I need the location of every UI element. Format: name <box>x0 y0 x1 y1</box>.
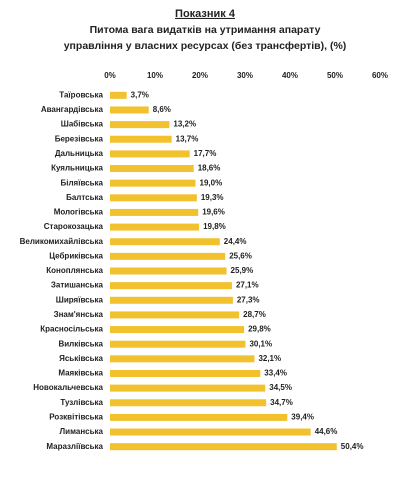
value-label: 8,6% <box>153 105 171 114</box>
value-label: 17,7% <box>194 149 217 158</box>
bar <box>110 413 288 421</box>
bar <box>110 121 170 129</box>
bar <box>110 326 245 334</box>
x-tick-label: 50% <box>327 71 343 80</box>
bar <box>110 179 196 187</box>
bar <box>110 91 127 99</box>
y-tick-label: Красносільська <box>40 325 103 334</box>
bar <box>110 428 311 436</box>
value-label: 33,4% <box>264 369 287 378</box>
bar <box>110 223 200 231</box>
x-tick-label: 20% <box>192 71 208 80</box>
value-label: 19,0% <box>200 178 223 187</box>
y-tick-label: Великомихайлівська <box>20 237 104 246</box>
bar <box>110 384 266 392</box>
chart-title: Показник 4 <box>175 8 236 20</box>
x-tick-label: 60% <box>372 71 388 80</box>
value-label: 19,8% <box>203 222 226 231</box>
bar <box>110 165 194 173</box>
bar <box>110 208 199 216</box>
value-label: 34,7% <box>270 398 293 407</box>
y-tick-label: Балтська <box>66 193 103 202</box>
y-tick-label: Ширяївська <box>56 295 104 304</box>
y-tick-label: Шабівська <box>61 120 104 129</box>
bar <box>110 340 246 348</box>
y-tick-label: Знам'янська <box>54 310 104 319</box>
y-tick-label: Березівська <box>55 134 104 143</box>
y-tick-label: Авангардівська <box>41 105 104 114</box>
value-label: 28,7% <box>243 310 266 319</box>
y-tick-label: Маяківська <box>58 369 103 378</box>
value-label: 44,6% <box>315 427 338 436</box>
y-tick-label: Розквітівська <box>49 413 103 422</box>
y-tick-label: Яськівська <box>59 354 103 363</box>
bar <box>110 106 149 114</box>
x-tick-label: 10% <box>147 71 163 80</box>
value-label: 50,4% <box>341 442 364 451</box>
bar <box>110 252 226 260</box>
value-label: 19,6% <box>202 208 225 217</box>
y-tick-label: Цебриківська <box>49 251 103 260</box>
bar <box>110 194 197 202</box>
bar <box>110 135 172 143</box>
bar <box>110 150 190 158</box>
chart-subtitle: Питома вага видатків на утримання апарат… <box>90 24 321 36</box>
value-label: 27,3% <box>237 295 260 304</box>
y-tick-label: Затишанська <box>51 281 104 290</box>
x-tick-label: 30% <box>237 71 253 80</box>
y-tick-label: Мологівська <box>54 208 104 217</box>
y-tick-label: Коноплянська <box>46 266 103 275</box>
bar <box>110 443 337 451</box>
bar <box>110 355 255 363</box>
y-tick-label: Куяльницька <box>51 164 103 173</box>
value-label: 18,6% <box>198 164 221 173</box>
value-label: 30,1% <box>249 339 272 348</box>
x-tick-label: 40% <box>282 71 298 80</box>
y-tick-label: Тузлівська <box>60 398 103 407</box>
value-label: 39,4% <box>291 413 314 422</box>
value-label: 25,9% <box>231 266 254 275</box>
bar <box>110 369 261 377</box>
value-label: 19,3% <box>201 193 224 202</box>
value-label: 29,8% <box>248 325 271 334</box>
y-tick-label: Старокозацька <box>44 222 104 231</box>
y-tick-label: Біляївська <box>60 178 103 187</box>
chart-subtitle: управління у власних ресурсах (без транс… <box>64 40 347 52</box>
x-tick-label: 0% <box>104 71 116 80</box>
bar <box>110 238 220 246</box>
bar <box>110 282 232 290</box>
bar <box>110 267 227 275</box>
value-label: 32,1% <box>258 354 281 363</box>
bar <box>110 296 233 304</box>
y-tick-label: Маразліївська <box>46 442 103 451</box>
value-label: 24,4% <box>224 237 247 246</box>
value-label: 13,7% <box>176 134 199 143</box>
y-tick-label: Дальницька <box>55 149 104 158</box>
value-label: 27,1% <box>236 281 259 290</box>
y-tick-label: Вилківська <box>58 339 103 348</box>
bar <box>110 399 267 407</box>
y-tick-label: Новокальчевська <box>33 383 103 392</box>
bar <box>110 311 240 319</box>
value-label: 25,6% <box>229 251 252 260</box>
y-tick-label: Лиманська <box>60 427 104 436</box>
y-tick-label: Таїровська <box>59 90 103 99</box>
value-label: 3,7% <box>131 90 149 99</box>
value-label: 13,2% <box>173 120 196 129</box>
value-label: 34,5% <box>269 383 292 392</box>
